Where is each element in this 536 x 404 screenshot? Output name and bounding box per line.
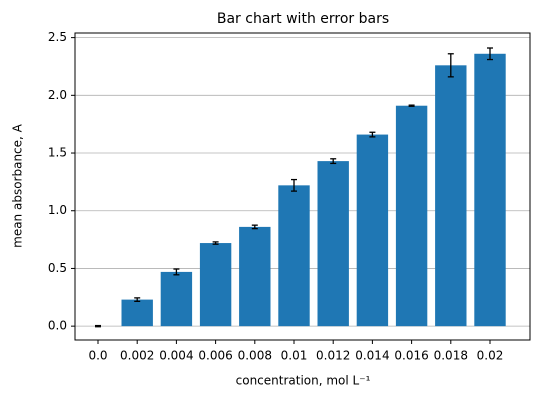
bar	[474, 53, 506, 327]
x-tick-label: 0.002	[120, 349, 154, 363]
error-bar	[251, 224, 258, 230]
bar	[160, 271, 193, 327]
error-bar	[369, 131, 376, 138]
bar	[278, 185, 310, 327]
x-tick-label: 0.014	[355, 349, 389, 363]
chart-title: Bar chart with error bars	[217, 11, 389, 27]
error-bar	[212, 241, 219, 245]
y-tick-label: 0.0	[48, 319, 67, 333]
x-tick-label: 0.008	[238, 349, 272, 363]
y-tick-label: 2.5	[48, 30, 67, 44]
error-bar	[447, 53, 454, 78]
x-tick-label: 0.016	[394, 349, 428, 363]
error-bar	[173, 268, 180, 276]
bar	[395, 105, 428, 327]
x-tick-label: 0.01	[281, 349, 308, 363]
error-bar	[408, 104, 415, 107]
bar	[239, 226, 271, 327]
x-axis-label: concentration, mol L⁻¹	[236, 374, 371, 388]
bar	[199, 243, 232, 327]
x-tick-label: 0.02	[477, 349, 504, 363]
bar	[121, 299, 153, 327]
error-bar	[487, 47, 493, 61]
x-tick-label: 0.004	[159, 349, 193, 363]
error-bar	[291, 178, 297, 192]
error-bar	[134, 297, 141, 302]
bar	[356, 134, 389, 327]
y-tick-label: 2.0	[48, 88, 67, 102]
y-tick-label: 1.0	[48, 203, 67, 217]
y-tick-label: 0.5	[48, 261, 67, 275]
bar	[435, 65, 467, 327]
bar	[317, 161, 349, 327]
x-tick-label: 0.012	[316, 349, 350, 363]
error-bar	[330, 158, 337, 165]
error-bar	[95, 324, 101, 328]
y-tick-label: 1.5	[48, 146, 67, 160]
y-axis-label: mean absorbance, A	[11, 123, 25, 248]
x-tick-label: 0.018	[434, 349, 468, 363]
plot-frame	[74, 32, 531, 341]
x-tick-label: 0.0	[88, 349, 107, 363]
x-tick-label: 0.006	[198, 349, 232, 363]
